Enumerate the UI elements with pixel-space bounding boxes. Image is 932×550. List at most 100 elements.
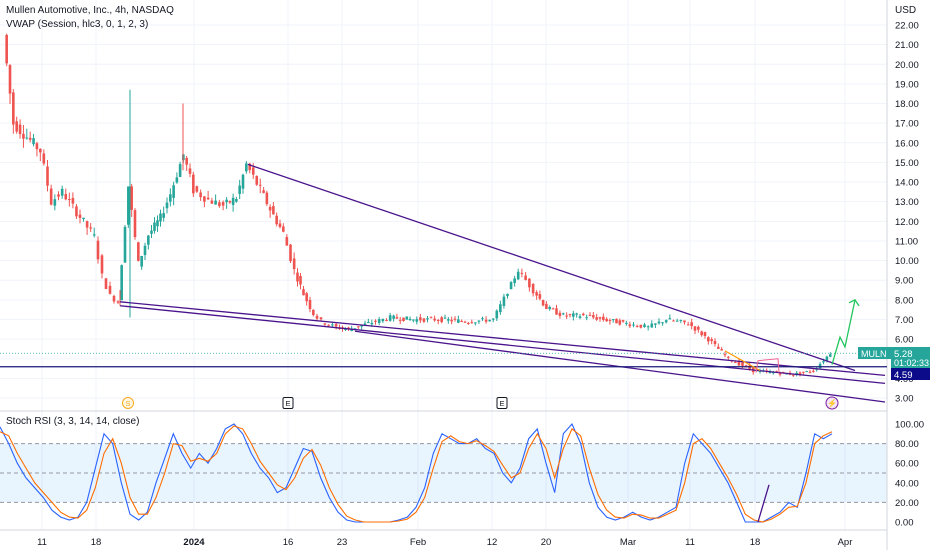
candle-body [524,275,527,280]
candle-body [130,186,133,210]
candle-body [22,133,25,139]
candle-body [353,328,357,330]
candle-body [792,374,795,376]
candle-body [548,306,551,310]
candle-body [363,323,367,326]
time-tick-label: 18 [91,537,102,548]
candle-body [64,194,68,200]
candle-body [116,301,120,303]
earnings-marker-icon[interactable] [496,397,508,409]
grid-lines [0,0,887,530]
candle-body [693,326,697,331]
candle-body [12,92,15,125]
candle-body [221,202,225,206]
candle-body [39,148,42,153]
candle-body [96,240,100,260]
price-axis[interactable]: 22.00 21.00 20.00 19.00 18.00 17.00 16.00 15.00… [895,21,919,405]
candle-body [296,272,299,282]
oscillator-tick-label: 80.00 [895,439,919,450]
time-tick-label: Apr [838,537,853,548]
candle-body [347,327,350,329]
candle-body [255,176,259,185]
candle-body [147,235,150,245]
bar-countdown: 01:02:33 [894,358,929,368]
candle-body [588,314,592,316]
projection-arrow-head [848,299,860,307]
candle-body [258,184,262,186]
candle-body [214,200,217,205]
candle-body [463,321,467,323]
candle-body [643,324,646,328]
time-tick-label: Mar [620,537,636,548]
candle-body [802,371,805,373]
candle-body [520,272,524,274]
annotations[interactable] [724,299,860,523]
candle-body [133,210,137,238]
candle-body [231,197,235,205]
orange-trend-drawing[interactable] [724,350,761,372]
trendline[interactable] [119,305,886,385]
candle-body [360,325,363,327]
candle-body [172,185,175,198]
candle-body [143,245,147,256]
projection-arrow[interactable] [831,299,856,365]
candle-body [516,271,520,280]
candle-body [344,328,347,331]
candle-body [679,319,683,321]
candle-body [32,138,35,145]
candle-body [89,227,92,229]
oscillator-drawing[interactable] [757,484,770,523]
candle-body [555,308,558,315]
candle-body [491,318,495,320]
candle-body [285,237,289,246]
candle-body [675,320,679,322]
vwap-indicator-label[interactable]: VWAP (Session, hlc3, 0, 1, 2, 3) [6,19,148,30]
price-tick-label: 9.00 [895,276,914,287]
price-tick-label: 17.00 [895,119,919,130]
candle-body [312,309,315,316]
candle-body [618,320,622,325]
candle-body [28,137,32,140]
candle-body [42,153,46,164]
candle-body [331,324,334,326]
candle-body [433,318,436,321]
candle-body [159,213,162,222]
candle-body [646,326,650,328]
candle-body [8,65,12,94]
candle-body [422,318,426,322]
stoch-rsi-title[interactable]: Stoch RSI (3, 3, 14, 14, close) [6,416,139,427]
candle-body [565,315,568,317]
candle-body [169,194,172,202]
event-markers[interactable]: S E E ⚡ [122,396,839,410]
candle-body [327,324,330,326]
candle-body [818,363,822,369]
candle-body [15,121,18,132]
candle-body [558,312,562,316]
split-marker-label: S [125,399,130,408]
trendline[interactable] [247,163,856,372]
candle-body [92,234,96,236]
lightning-event-icon[interactable] [825,396,839,410]
stoch-rsi-levels [0,443,887,503]
candle-body [25,137,29,139]
pink-box-drawing[interactable] [755,358,780,373]
candle-body [481,318,484,320]
candle-body [668,318,672,320]
candle-body [697,326,700,330]
candle-body [137,242,140,261]
stoch-rsi-k-line [0,422,833,523]
candle-body [78,214,82,218]
candle-body [357,326,360,328]
candle-body [578,316,582,318]
candle-body [672,320,675,322]
candle-body [210,200,214,204]
price-tick-label: 19.00 [895,79,919,90]
candle-body [108,285,112,294]
split-marker-icon[interactable] [122,397,134,409]
candle-body [632,324,635,326]
candle-body [408,318,412,321]
earnings-marker-icon[interactable] [282,397,294,409]
price-tick-label: 13.00 [895,197,919,208]
time-axis[interactable]: 11 18 2024 16 23 Feb 12 20 Mar 11 18 Apr [37,537,852,548]
